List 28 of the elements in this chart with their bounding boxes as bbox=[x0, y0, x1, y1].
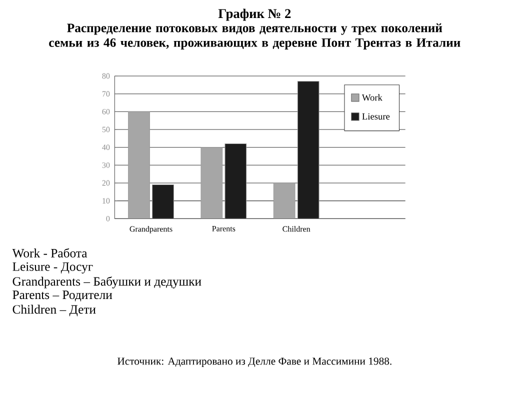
x-tick-label: Children bbox=[282, 226, 310, 232]
bar bbox=[273, 182, 296, 219]
text: Children – Дети bbox=[12, 304, 96, 316]
y-tick-label: 20 bbox=[102, 180, 110, 186]
text: Leisure - Досуг bbox=[12, 262, 93, 274]
x-tick-label: Grandparents bbox=[130, 226, 172, 234]
chart-subtitle: Распределение потоковых видов деятельности у трех поколений семьи из 46 человек, проживающих в деревне Понт Трентаз в Италии bbox=[49, 23, 460, 50]
y-tick-label: 0 bbox=[106, 216, 110, 222]
y-tick-label: 50 bbox=[102, 126, 110, 132]
text: Источник: Адаптировано из Делле Фаве и Массимини 1988. bbox=[118, 358, 392, 367]
text: Grandparents – Бабушки и дедушки bbox=[12, 276, 202, 288]
bar bbox=[224, 143, 247, 219]
text: Work - Работа bbox=[12, 248, 88, 258]
text: Parents – Родители bbox=[12, 290, 112, 302]
y-tick-label: 10 bbox=[102, 198, 110, 204]
bar bbox=[200, 147, 223, 219]
bar bbox=[152, 184, 174, 219]
y-tick-label: 60 bbox=[102, 108, 110, 114]
y-tick-label: 40 bbox=[102, 144, 110, 150]
bar bbox=[128, 111, 150, 219]
x-tick-label: Parents bbox=[212, 226, 236, 232]
bar bbox=[297, 81, 320, 219]
y-tick-label: 70 bbox=[102, 91, 110, 97]
y-tick-label: 80 bbox=[102, 73, 110, 79]
legend-label: Liesure bbox=[362, 113, 390, 120]
y-tick-label: 30 bbox=[102, 162, 110, 168]
legend-label: Work bbox=[362, 94, 382, 101]
chart-title: График № 2 bbox=[218, 8, 291, 21]
